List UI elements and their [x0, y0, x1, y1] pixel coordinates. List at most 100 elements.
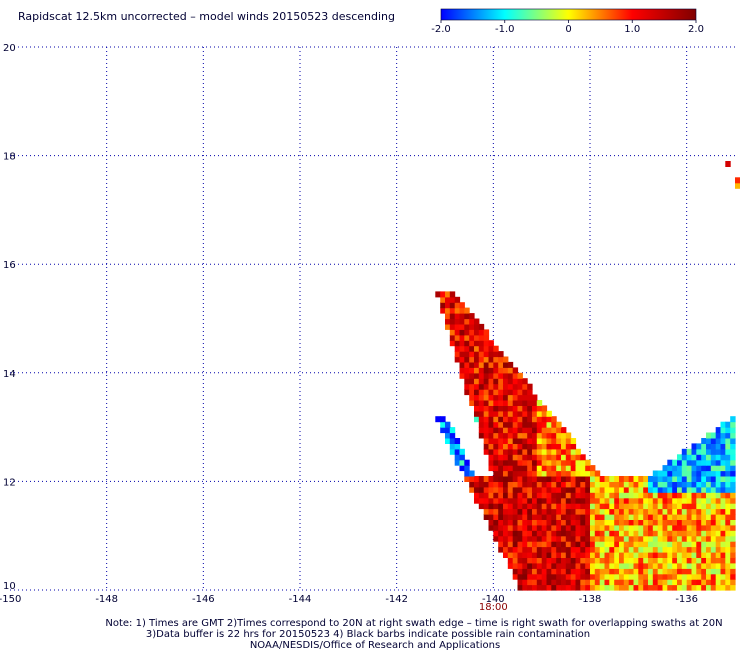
swath-cell [459, 356, 465, 363]
swath-cell [575, 535, 581, 542]
swath-cell [633, 557, 639, 564]
swath-cell [541, 552, 548, 558]
swath-cell [541, 573, 548, 580]
swath-cell [614, 508, 620, 515]
swath-cell [556, 508, 562, 515]
swath-cell [570, 579, 577, 586]
swath-cell [691, 443, 697, 450]
swath-cell [556, 432, 562, 439]
swath-cell [469, 378, 475, 385]
swath-cell [604, 562, 610, 569]
swath-cell [527, 530, 533, 537]
swath-cell [493, 367, 499, 374]
swath-cell [488, 486, 494, 493]
swath-cell [503, 476, 509, 482]
swath-cell [633, 508, 639, 515]
swath-cell [517, 530, 523, 537]
swath-cell [469, 367, 475, 374]
swath-cell [536, 514, 543, 520]
swath-cell [648, 530, 654, 537]
swath-cell [580, 584, 586, 591]
swath-cell [677, 476, 683, 482]
swath-cell [488, 427, 494, 434]
swath-cell [459, 351, 465, 358]
swath-cell [493, 492, 499, 499]
swath-cell [517, 383, 523, 390]
swath-cell [681, 519, 688, 526]
swath-cell [512, 394, 519, 401]
swath-cell [483, 508, 490, 515]
swath-cell [449, 329, 456, 336]
swath-cell [532, 573, 538, 580]
swath-cell [638, 486, 644, 493]
swath-cell [503, 454, 509, 461]
swath-cell [580, 562, 586, 569]
swath-cell [522, 546, 528, 553]
swath-cell [503, 416, 509, 423]
swath-cell [725, 557, 731, 564]
swath-cell [725, 470, 731, 477]
swath-cell [585, 514, 591, 520]
swath-cell [720, 546, 726, 553]
colorbar-tick-label: -2.0 [431, 24, 451, 35]
swath-cell [498, 470, 504, 477]
swath-cell [614, 584, 620, 591]
swath-cell [599, 530, 606, 537]
swath-cell [594, 541, 601, 548]
swath-cell [580, 508, 586, 515]
swath-cell [701, 508, 707, 515]
swath-cell [474, 323, 480, 330]
swath-cell [652, 514, 659, 520]
swath-cell [488, 389, 494, 396]
swath-cell [730, 562, 736, 569]
swath-cell [570, 459, 577, 466]
swath-cell [478, 427, 485, 434]
swath-cell [561, 573, 567, 580]
swath-cell [532, 579, 538, 586]
swath-cell [590, 519, 596, 526]
swath-cell [464, 351, 470, 358]
swath-cell [488, 367, 494, 374]
swath-cell [652, 486, 659, 493]
swath-cell [517, 476, 523, 482]
swath-cell [725, 541, 731, 548]
swath-cell [507, 383, 514, 390]
swath-cell [512, 405, 519, 412]
colorbar: -2.0 -1.0 0 1.0 2.0 [431, 8, 704, 35]
swath-cell [507, 552, 514, 558]
swath-cell [638, 557, 644, 564]
swath-cell [619, 584, 625, 591]
swath-cell [459, 465, 465, 472]
swath-cell [517, 541, 523, 548]
swath-cell [449, 443, 456, 450]
swath-cell [590, 579, 596, 586]
swath-cell [619, 552, 625, 558]
swath-cell [469, 383, 475, 390]
swath-cell [580, 481, 586, 488]
swath-cell [498, 372, 504, 379]
swath-cell [449, 448, 456, 455]
swath-cell [546, 573, 552, 580]
swath-cell [527, 443, 533, 450]
swath-cell [609, 476, 615, 482]
swath-cell [565, 443, 572, 450]
swath-cell [546, 579, 552, 586]
swath-cell [565, 465, 572, 472]
swath-cell [478, 329, 485, 336]
swath-cell [512, 427, 519, 434]
swath-cell [546, 432, 552, 439]
swath-cell [493, 427, 499, 434]
swath-cell [725, 524, 731, 531]
swath-cell [483, 394, 490, 401]
swath-cell [512, 465, 519, 472]
swath-cell [575, 541, 581, 548]
swath-cell [715, 443, 722, 450]
swath-cell [585, 546, 591, 553]
swath-cell [638, 481, 644, 488]
swath-cell [536, 535, 543, 542]
swath-cell [710, 519, 717, 526]
swath-cell [522, 503, 528, 510]
swath-cell [662, 465, 668, 472]
swath-cell [696, 546, 702, 553]
colorbar-tick-label: 1.0 [624, 24, 640, 35]
